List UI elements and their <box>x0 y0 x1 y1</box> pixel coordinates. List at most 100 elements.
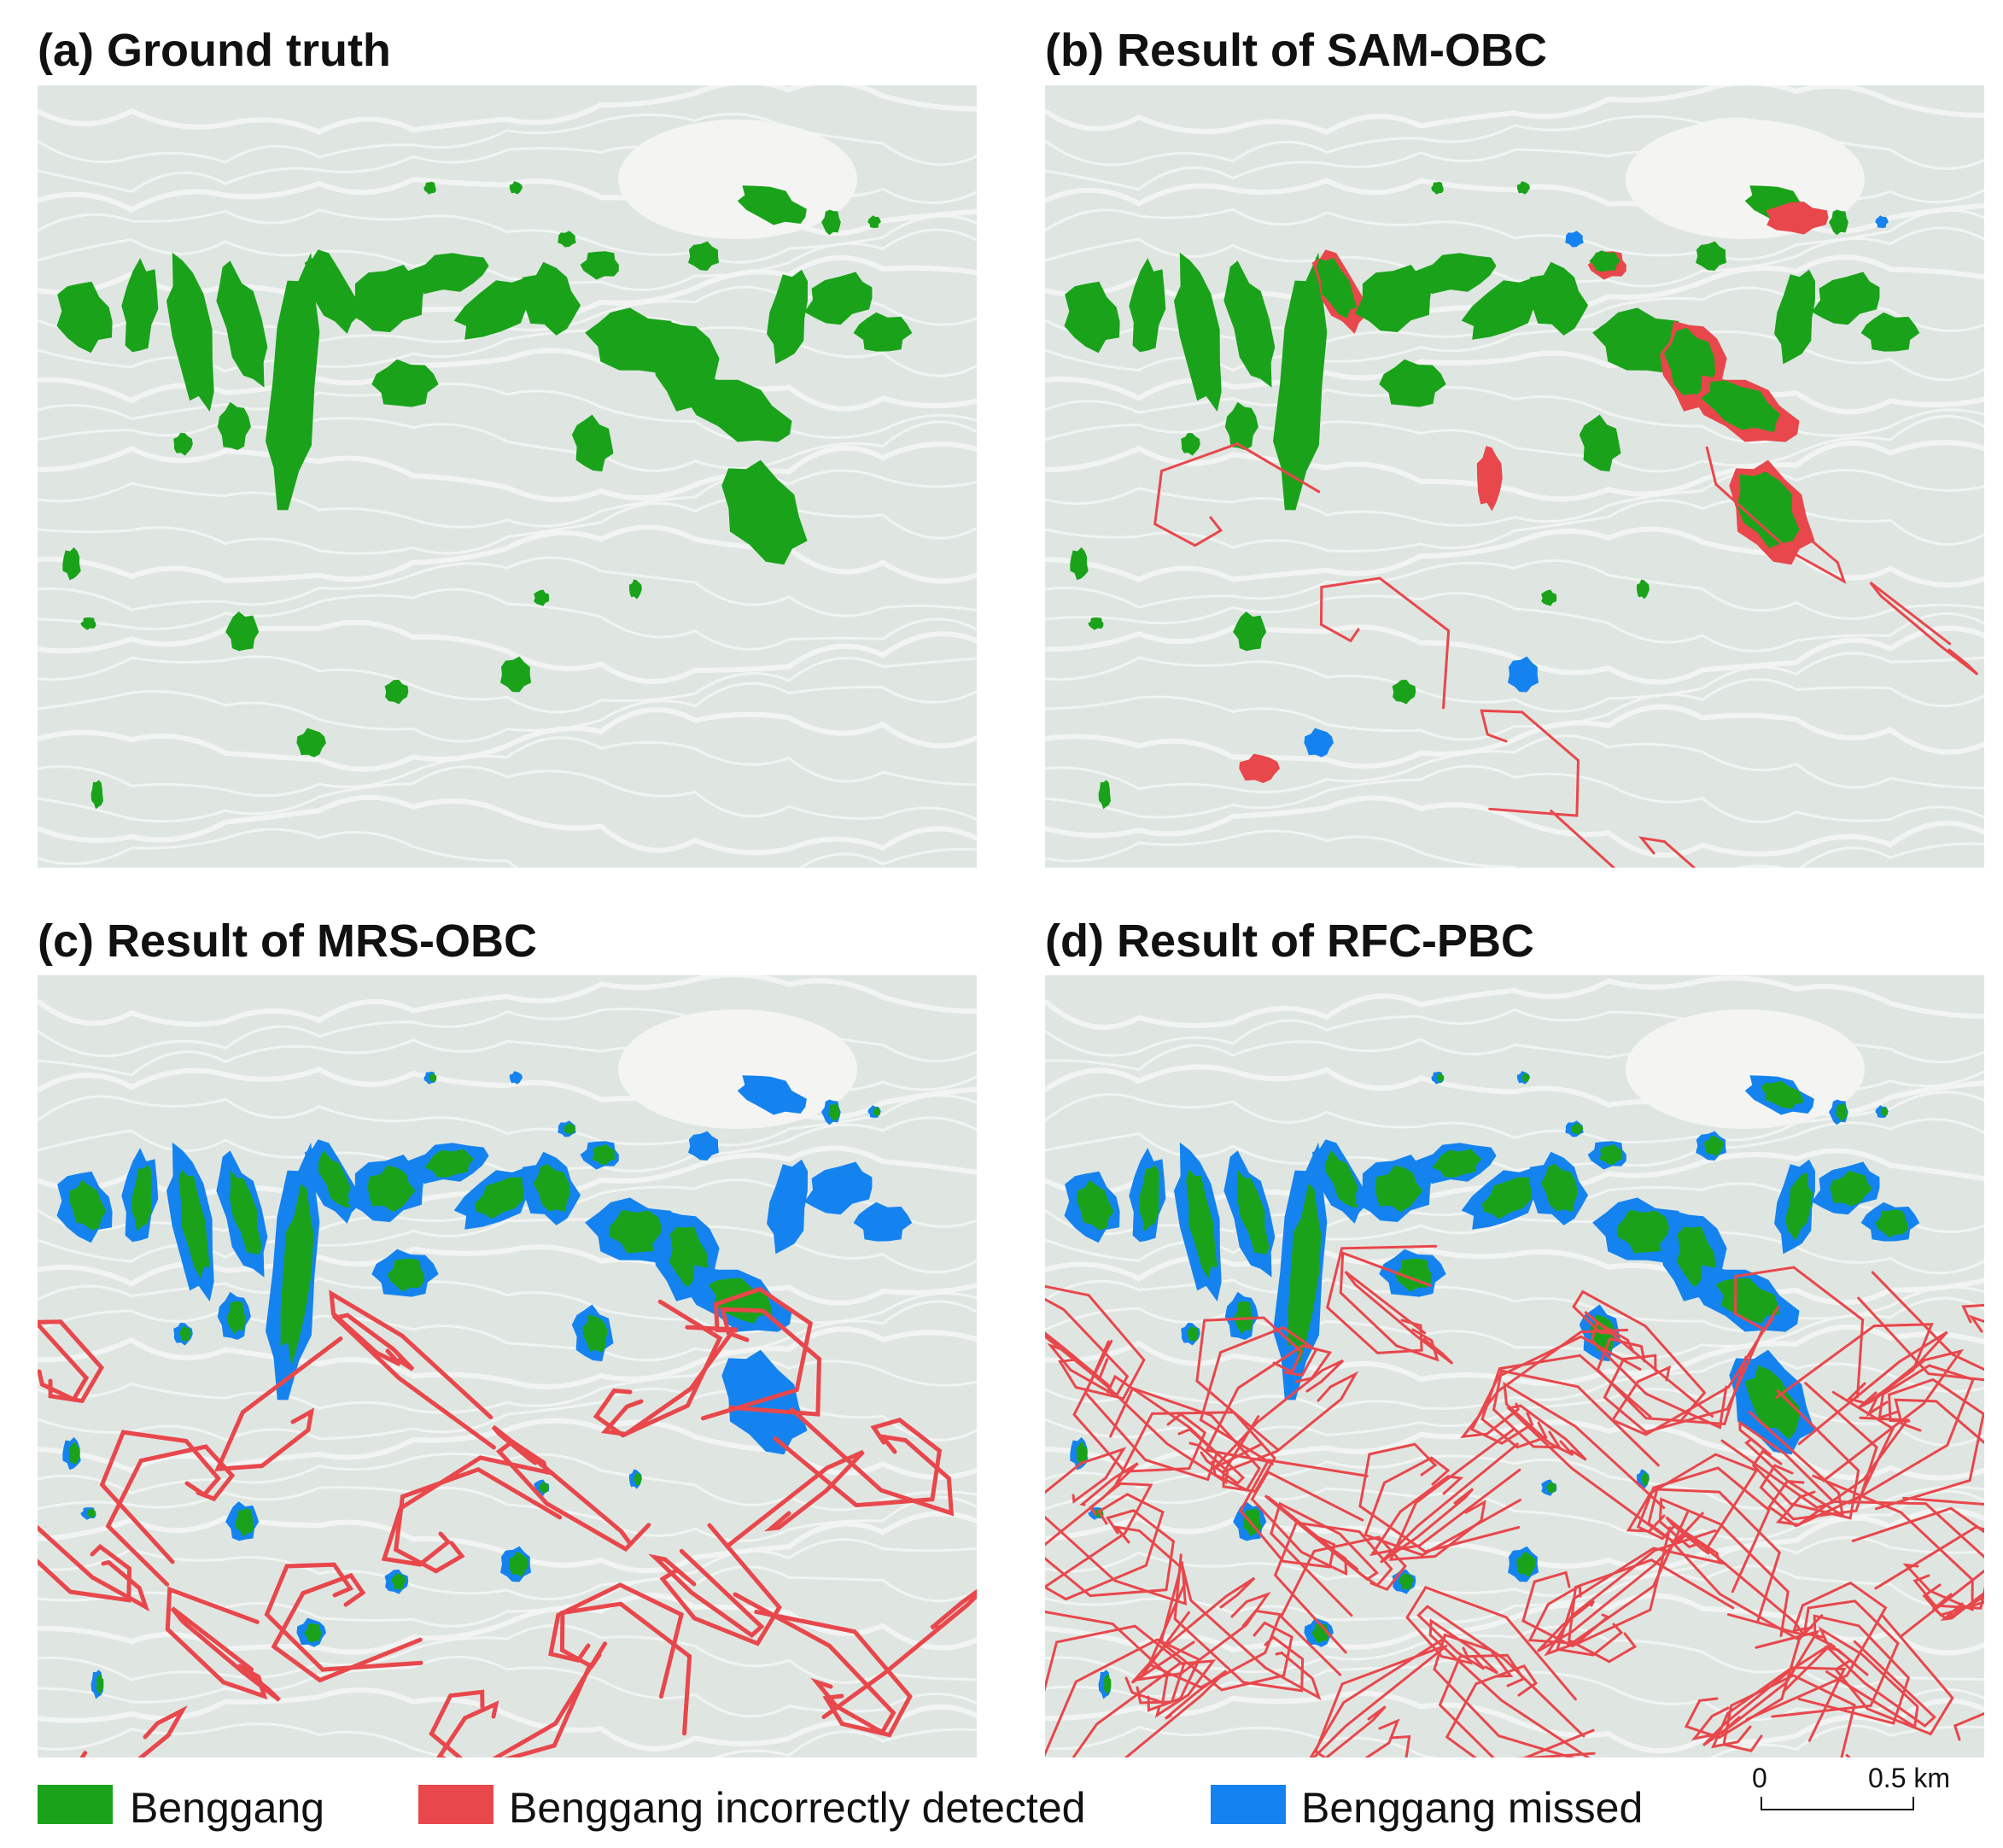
false-detection-trace <box>331 1313 496 1450</box>
false-detection-trace <box>1250 1470 1364 1576</box>
false-detection-trace <box>1702 1642 1833 1746</box>
map-panel-c <box>38 975 977 1757</box>
false-detection-trace <box>271 1572 423 1683</box>
map-panel-b <box>1045 85 1984 868</box>
benggang-patch <box>804 272 873 325</box>
terrain-contour <box>1045 1507 1984 1571</box>
false-detection-trace <box>1344 1271 1454 1365</box>
terrain-contour <box>1045 1008 1984 1064</box>
benggang-patch <box>1070 547 1089 581</box>
false-detection-trace <box>1045 1493 1165 1601</box>
benggang-patch <box>178 1169 210 1279</box>
terrain-contour <box>1045 414 1984 473</box>
terrain-contour <box>1045 624 1984 685</box>
false-detection-trace <box>1045 1611 1169 1705</box>
scale-bar-start-label: 0 <box>1752 1763 1767 1793</box>
false-detection-trace <box>1711 1666 1847 1749</box>
map-d-canvas <box>1045 975 1984 1757</box>
benggang-patch <box>367 1165 416 1213</box>
terrain-contour <box>38 1593 977 1655</box>
false-detection-trace <box>773 1418 943 1508</box>
false-detection-trace <box>79 1705 188 1757</box>
benggang-patch <box>592 1143 616 1165</box>
benggang-patch <box>1829 209 1848 236</box>
benggang-patch <box>1774 269 1815 365</box>
benggang-patch <box>1181 432 1200 456</box>
benggang-patch <box>534 589 550 606</box>
terrain-contour <box>1045 1388 1984 1447</box>
terrain-contour <box>38 1655 977 1718</box>
false-detection-trace <box>1273 1521 1393 1654</box>
benggang-patch <box>408 253 489 295</box>
terrain-contour <box>38 524 977 584</box>
benggang-missed-patch <box>767 1159 808 1254</box>
false-detection-trace <box>99 1430 222 1564</box>
false-detection-trace <box>733 1592 896 1735</box>
benggang-patch <box>509 1552 528 1577</box>
false-detection-trace <box>1521 1526 1672 1648</box>
benggang-patch <box>558 231 576 248</box>
terrain-contour <box>38 383 977 442</box>
map-panel-d <box>1045 975 1984 1757</box>
benggang-patch <box>721 459 808 565</box>
terrain-contour <box>1045 734 1984 794</box>
false-detection-trace <box>1319 576 1451 710</box>
false-detection-trace <box>1136 1591 1271 1681</box>
terrain-contour <box>1045 526 1984 588</box>
benggang-incorrect-patch <box>1476 446 1503 512</box>
false-detection-trace <box>1239 1459 1369 1569</box>
benggang-patch <box>533 1163 570 1213</box>
false-detection-trace <box>1775 1323 1934 1405</box>
terrain-contour <box>1045 1535 1984 1597</box>
benggang-patch <box>767 269 808 365</box>
false-detection-trace <box>1590 1320 1728 1430</box>
false-detection-trace <box>38 1319 104 1404</box>
benggang-patch <box>1077 1179 1114 1231</box>
benggang-missed-patch <box>1875 215 1889 228</box>
legend-swatch-missed <box>1211 1785 1286 1824</box>
benggang-patch <box>1761 1080 1804 1109</box>
quarry-area <box>618 120 857 239</box>
benggang-patch <box>628 579 642 599</box>
false-detection-trace <box>1603 1327 1765 1434</box>
benggang-missed-patch <box>509 1071 523 1085</box>
benggang-patch <box>56 281 113 354</box>
terrain-contour <box>38 975 977 1027</box>
benggang-patch <box>1744 1365 1801 1440</box>
terrain-contour <box>1045 652 1984 713</box>
terrain-contour <box>38 1244 977 1306</box>
false-detection-trace <box>1568 1559 1735 1664</box>
false-detection-trace <box>1691 1629 1820 1741</box>
benggang-patch <box>1233 611 1267 652</box>
benggang-patch <box>217 401 251 450</box>
benggang-patch <box>1696 241 1726 271</box>
benggang-patch <box>634 1472 642 1486</box>
terrain-contour <box>1045 704 1984 769</box>
benggang-patch <box>1589 250 1621 272</box>
false-detection-trace <box>1204 1344 1333 1463</box>
false-detection-trace <box>1812 1474 1974 1612</box>
benggang-patch <box>1139 1165 1159 1232</box>
false-detection-trace <box>1797 1330 1948 1446</box>
false-detection-trace <box>548 1582 684 1699</box>
panel-b-title: (b) Result of SAM-OBC <box>1045 25 1547 76</box>
quarry-area <box>618 1009 857 1129</box>
false-detection-trace <box>1874 1377 1984 1511</box>
benggang-patch <box>216 260 268 388</box>
benggang-patch <box>474 1177 528 1219</box>
false-detection-trace <box>381 1455 555 1567</box>
benggang-patch <box>266 252 320 511</box>
false-detection-trace <box>38 1524 150 1612</box>
benggang-patch <box>62 547 81 581</box>
map-c-canvas <box>38 975 977 1757</box>
false-detection-trace <box>1506 1404 1668 1540</box>
benggang-patch <box>1461 275 1551 340</box>
false-detection-trace <box>1527 1511 1689 1645</box>
benggang-patch <box>1392 679 1416 705</box>
benggang-patch <box>347 265 424 332</box>
terrain-contour <box>1045 678 1984 741</box>
terrain-contour <box>1045 114 1984 171</box>
terrain-contour <box>1045 85 1984 136</box>
false-detection-trace <box>725 1449 865 1549</box>
false-detection-trace <box>1428 1618 1591 1757</box>
